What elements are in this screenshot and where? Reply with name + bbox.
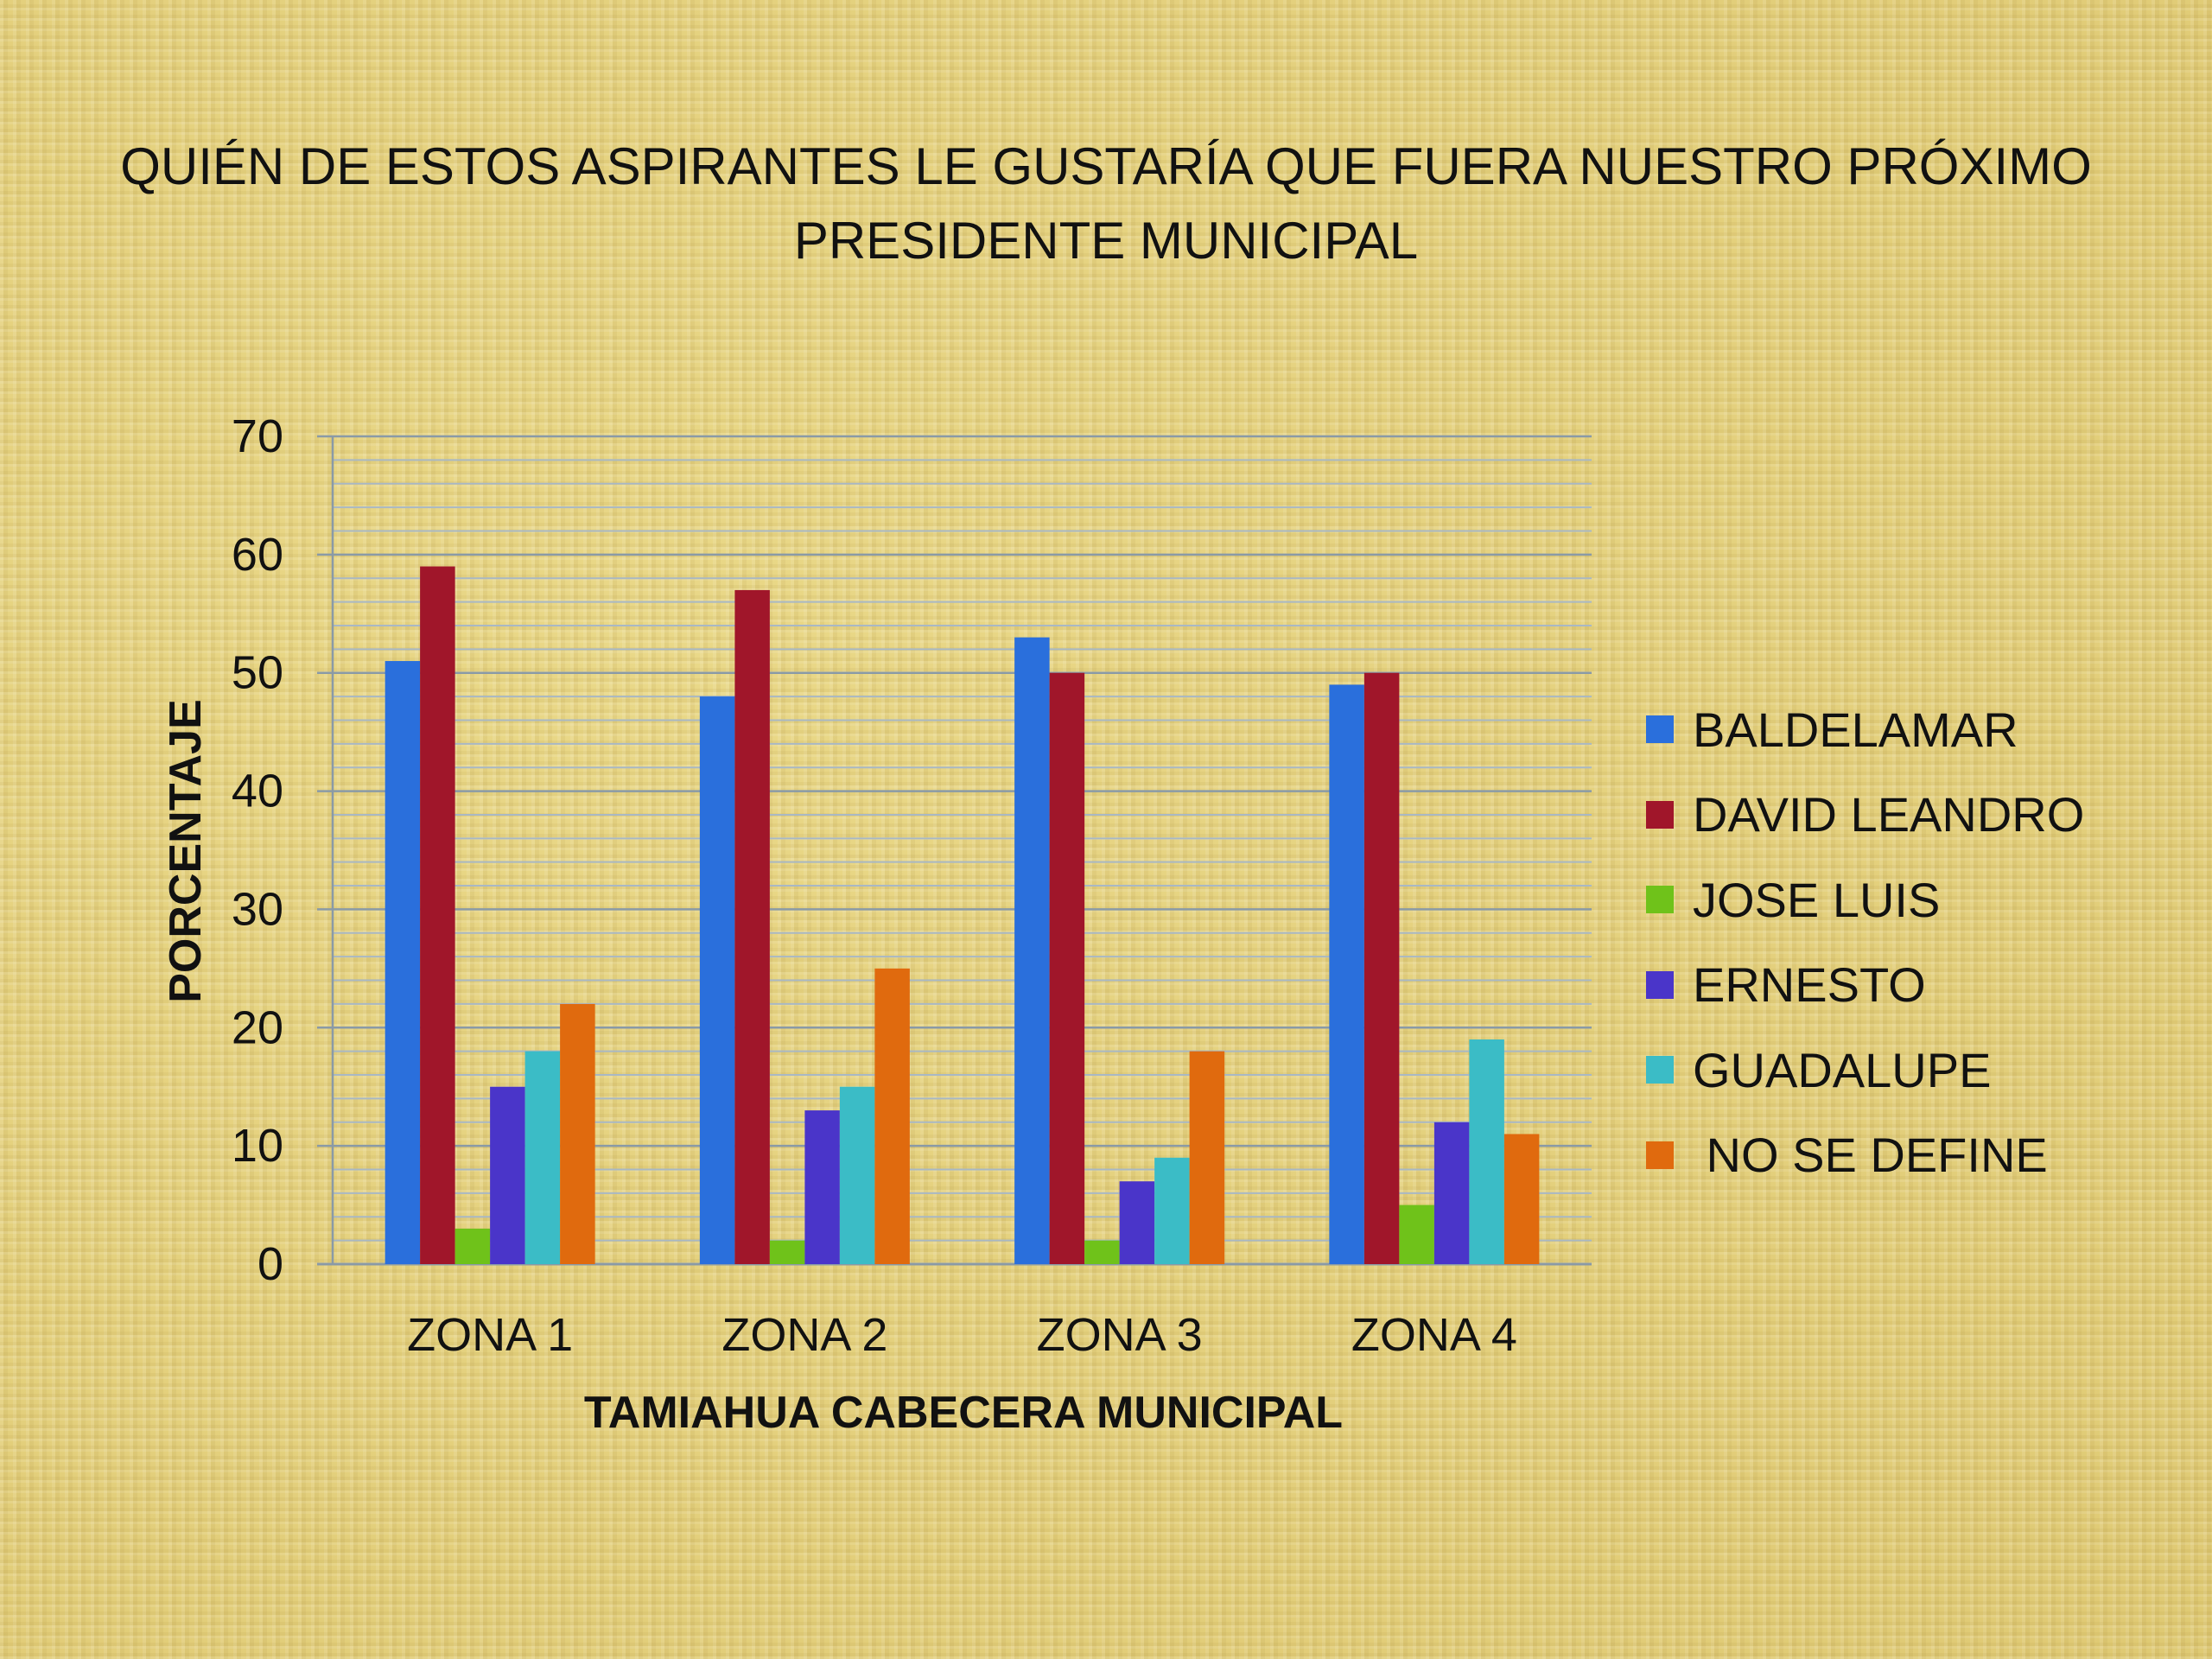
legend-item: GUADALUPE	[1646, 1027, 2084, 1113]
bar	[454, 1228, 491, 1264]
x-tick-label: ZONA 1	[407, 1309, 573, 1361]
legend-label: ERNESTO	[1693, 957, 1926, 1013]
legend-swatch	[1646, 970, 1674, 999]
x-tick-label: ZONA 3	[1037, 1309, 1203, 1361]
x-tick-label: ZONA 2	[721, 1309, 887, 1361]
chart-title: QUIÉN DE ESTOS ASPIRANTES LE GUSTARÍA QU…	[120, 137, 2092, 270]
legend-item: JOSE LUIS	[1646, 857, 2084, 943]
y-tick-label: 50	[232, 647, 283, 699]
legend-label: BALDELAMAR	[1693, 702, 2018, 757]
legend-item: ERNESTO	[1646, 943, 2084, 1028]
legend-label: GUADALUPE	[1693, 1042, 1992, 1097]
legend-swatch	[1646, 800, 1674, 829]
bar	[1014, 637, 1050, 1264]
x-tick-label: ZONA 4	[1351, 1309, 1517, 1361]
bar-layer	[385, 566, 1540, 1264]
bar	[560, 1003, 595, 1264]
y-tick-label: 10	[232, 1120, 283, 1172]
bar	[1189, 1051, 1225, 1264]
bar	[699, 696, 735, 1264]
y-tick-label: 30	[232, 883, 283, 935]
legend-label: NO SE DEFINE	[1693, 1128, 2048, 1183]
legend-item: DAVID LEANDRO	[1646, 772, 2084, 858]
bar	[1049, 672, 1085, 1264]
bar	[1329, 684, 1364, 1264]
legend: BALDELAMAR DAVID LEANDRO JOSE LUIS ERNES…	[1646, 687, 2084, 1198]
bar	[734, 589, 770, 1264]
tick-layer: 0 10 20 30 40 50 60 70 ZONA 1 ZONA 2 ZONA 3 ZONA 4	[232, 410, 1517, 1361]
y-axis-label: PORCENTAJE	[161, 699, 211, 1003]
legend-label: JOSE LUIS	[1693, 872, 1941, 927]
bar	[490, 1086, 525, 1264]
bar	[804, 1110, 840, 1264]
y-tick-label: 60	[232, 529, 283, 581]
y-tick-label: 20	[232, 1001, 283, 1053]
bar	[1433, 1122, 1470, 1264]
bar	[1084, 1240, 1120, 1264]
legend-item: BALDELAMAR	[1646, 687, 2084, 772]
legend-swatch	[1646, 886, 1674, 914]
bar	[1154, 1157, 1190, 1264]
bar	[839, 1086, 875, 1264]
x-axis-label: TAMIAHUA CABECERA MUNICIPAL	[584, 1388, 1343, 1438]
bar	[385, 661, 421, 1264]
legend-swatch	[1646, 715, 1674, 744]
y-tick-label: 40	[232, 766, 283, 817]
legend-swatch	[1646, 1141, 1674, 1169]
bar	[524, 1051, 561, 1264]
bar	[1469, 1039, 1504, 1264]
bar	[1119, 1181, 1155, 1264]
bar	[1399, 1205, 1434, 1264]
legend-swatch	[1646, 1056, 1674, 1084]
legend-label: DAVID LEANDRO	[1693, 787, 2085, 842]
bar	[874, 968, 910, 1264]
bar	[1363, 672, 1400, 1264]
legend-item: NO SE DEFINE	[1646, 1113, 2084, 1198]
bar	[1503, 1134, 1540, 1264]
bar	[769, 1240, 805, 1264]
y-tick-label: 0	[257, 1238, 283, 1290]
y-tick-label: 70	[232, 410, 283, 462]
bar	[420, 566, 455, 1264]
